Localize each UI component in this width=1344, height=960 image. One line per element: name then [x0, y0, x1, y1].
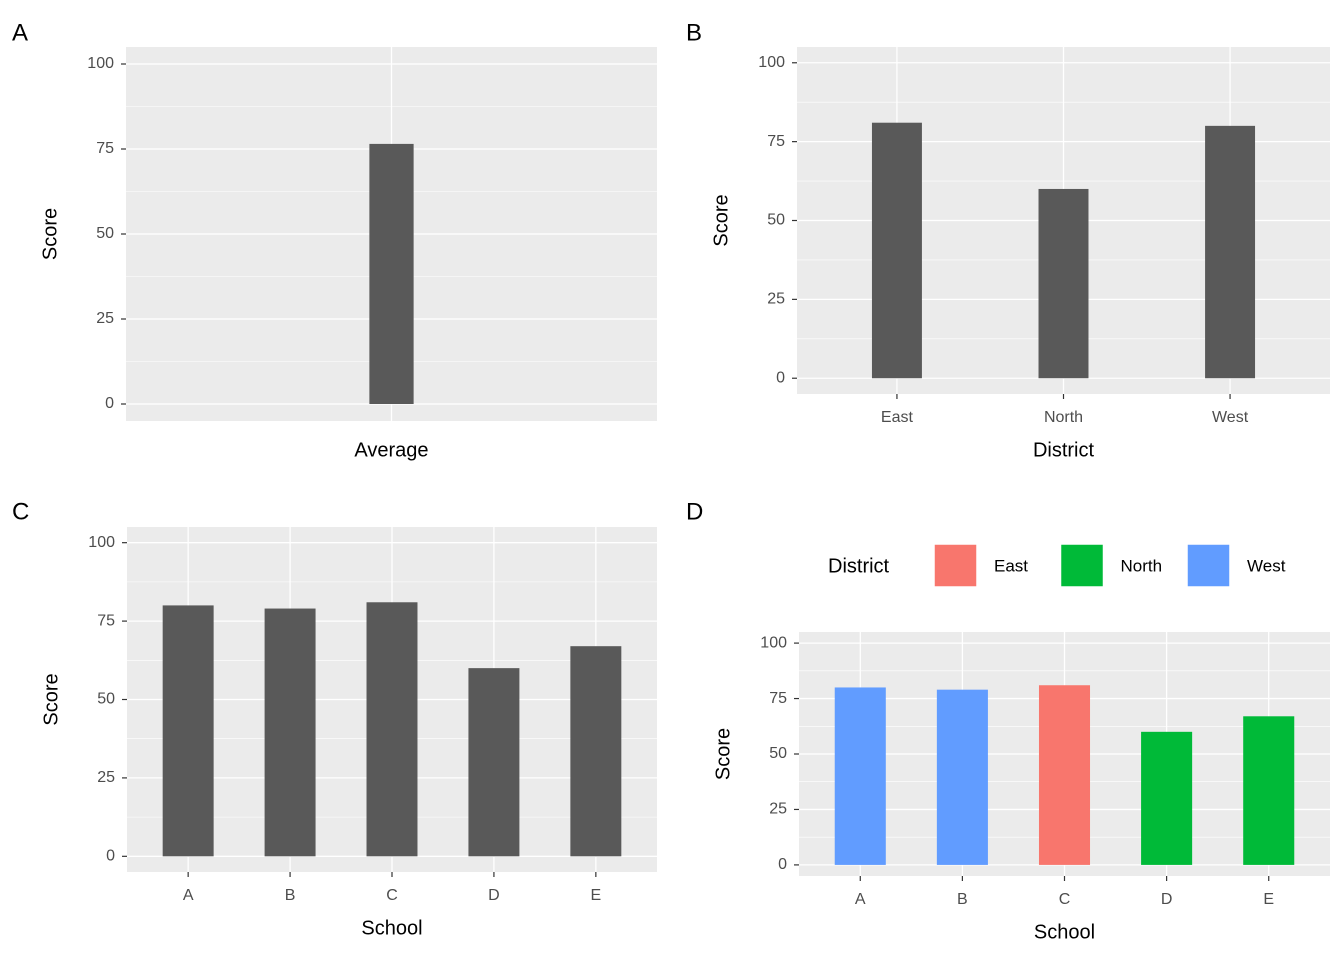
- x-tick-label: East: [881, 409, 914, 426]
- y-tick-label: 25: [97, 769, 115, 786]
- bar: [1141, 731, 1193, 865]
- y-axis-title: Score: [40, 673, 62, 725]
- x-tick-label: C: [1059, 891, 1071, 908]
- y-tick-label: 100: [87, 55, 114, 72]
- y-tick-label: 0: [106, 848, 115, 865]
- y-tick-label: 75: [96, 140, 114, 157]
- y-tick-label: 50: [97, 691, 115, 708]
- legend-title: District: [828, 555, 890, 577]
- y-tick-label: 100: [88, 534, 115, 551]
- bar: [1038, 188, 1089, 379]
- x-tick-label: North: [1044, 409, 1083, 426]
- bar: [162, 605, 214, 857]
- panel-tag: D: [686, 498, 703, 525]
- bar: [264, 608, 316, 857]
- y-tick-label: 100: [760, 634, 787, 651]
- x-tick-label: E: [1263, 891, 1274, 908]
- x-axis-title: School: [1034, 921, 1095, 943]
- y-tick-label: 25: [769, 801, 787, 818]
- legend-key: [1186, 543, 1231, 588]
- bar: [1243, 716, 1295, 865]
- x-axis-title: Average: [354, 439, 428, 461]
- legend-label: West: [1247, 556, 1286, 575]
- legend-key: [1059, 543, 1105, 588]
- y-tick-label: 25: [96, 310, 114, 327]
- legend-label: North: [1121, 556, 1163, 575]
- y-axis-title: Score: [710, 194, 732, 246]
- x-tick-label: B: [285, 887, 296, 904]
- panel-tag: B: [686, 19, 702, 46]
- bar: [1205, 125, 1256, 379]
- x-tick-label: B: [957, 891, 968, 908]
- x-tick-label: West: [1212, 409, 1249, 426]
- x-tick-label: A: [855, 891, 866, 908]
- legend-label: East: [994, 556, 1028, 575]
- y-tick-label: 75: [767, 133, 785, 150]
- bar: [936, 689, 988, 865]
- y-tick-label: 25: [767, 291, 785, 308]
- bar: [834, 687, 886, 865]
- x-tick-label: C: [386, 887, 398, 904]
- bar: [468, 668, 520, 857]
- panel-tag: A: [12, 19, 28, 46]
- y-tick-label: 75: [97, 612, 115, 629]
- y-tick-label: 75: [769, 690, 787, 707]
- y-tick-label: 100: [758, 54, 785, 71]
- x-tick-label: D: [488, 887, 500, 904]
- y-axis-title: Score: [712, 728, 734, 780]
- y-tick-label: 0: [778, 856, 787, 873]
- bar: [570, 646, 622, 857]
- y-tick-label: 50: [96, 225, 114, 242]
- bar: [366, 602, 418, 857]
- x-tick-label: D: [1161, 891, 1173, 908]
- legend-key: [933, 543, 978, 588]
- y-tick-label: 0: [105, 395, 114, 412]
- y-tick-label: 0: [776, 369, 785, 386]
- bar: [871, 122, 922, 379]
- y-tick-label: 50: [769, 745, 787, 762]
- x-axis-title: District: [1033, 439, 1095, 461]
- bar: [1038, 685, 1091, 865]
- bar: [369, 143, 414, 404]
- panel-tag: C: [12, 498, 29, 525]
- x-tick-label: A: [183, 887, 194, 904]
- y-axis-title: Score: [39, 208, 61, 260]
- x-tick-label: E: [591, 887, 602, 904]
- x-axis-title: School: [361, 917, 422, 939]
- y-tick-label: 50: [767, 212, 785, 229]
